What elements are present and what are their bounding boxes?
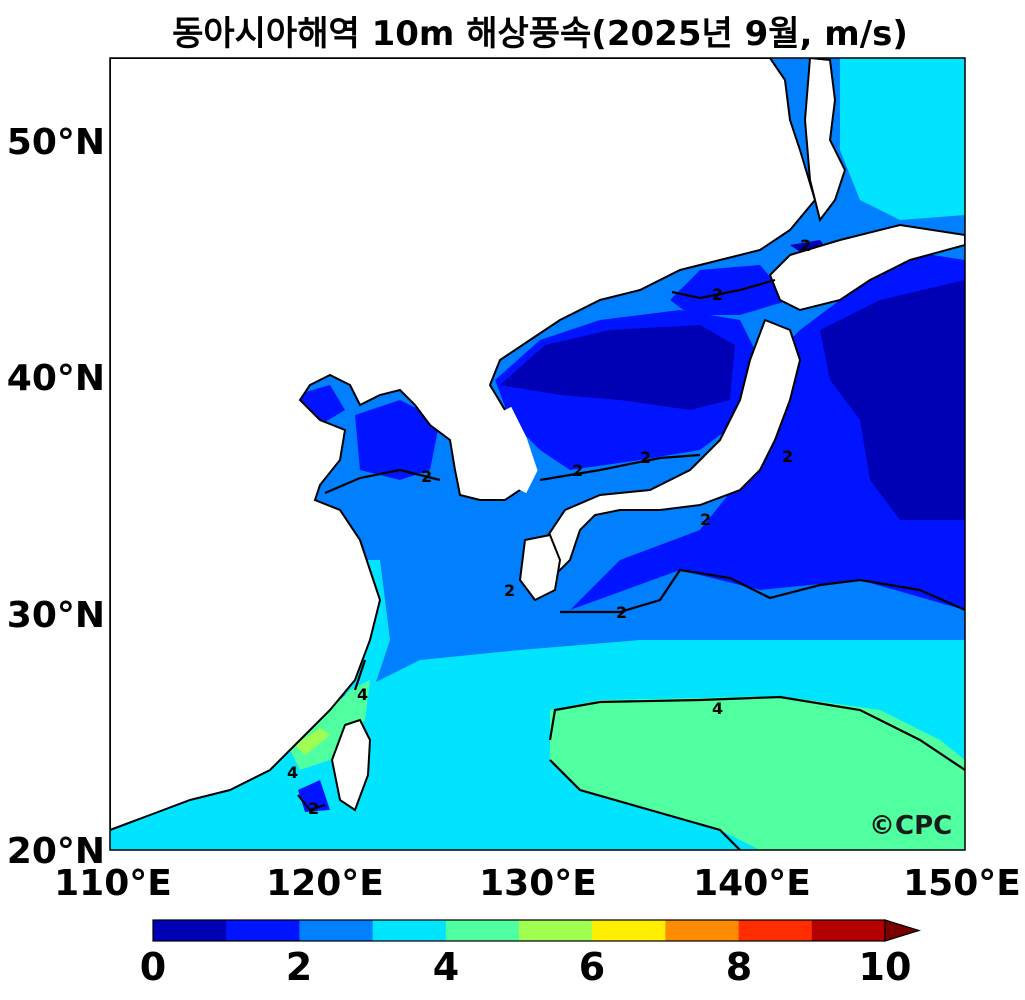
- colorbar-segments: [153, 919, 922, 942]
- colorbar-tick-4: 4: [432, 945, 460, 989]
- contour-label: 4: [712, 699, 723, 718]
- contour-2-pacific: [560, 568, 965, 614]
- wind-band-blue-north: [670, 265, 790, 315]
- lon-label-150e: 150°E: [903, 863, 1021, 904]
- contour-lines: [297, 278, 965, 850]
- contour-2-korea: [539, 453, 701, 482]
- landmass: [110, 58, 965, 832]
- contour-2-taiwan: [297, 794, 326, 812]
- colorbar-tick-2: 2: [285, 945, 313, 989]
- lat-label-20n: 20°N: [6, 831, 105, 872]
- colorbar-segment: [372, 920, 447, 941]
- lon-label-140e: 140°E: [693, 863, 811, 904]
- colorbar-segment: [592, 920, 666, 941]
- colorbar-tick-6: 6: [578, 945, 606, 989]
- map-field: 2 2 2 2 2 2 2 2 2 2 4 4 4 ©CPC: [110, 58, 965, 850]
- colorbar-segment: [445, 920, 520, 941]
- colorbar-segment: [738, 920, 813, 941]
- lat-label-30n: 30°N: [6, 595, 105, 636]
- contour-label: 2: [712, 285, 723, 304]
- colorbar-extend-arrow: [884, 919, 922, 942]
- contour-2-north: [671, 278, 776, 300]
- wind-band-cyan-north: [840, 58, 965, 220]
- wind-band-lime: [295, 728, 330, 755]
- contour-4-strait: [353, 659, 367, 691]
- colorbar-segment: [153, 920, 227, 941]
- contour-label: 2: [700, 510, 711, 529]
- contour-label: 2: [800, 236, 811, 255]
- cpc-watermark: ©CPC: [869, 811, 952, 841]
- coastal-mask: [498, 406, 538, 494]
- contour-label: 2: [616, 603, 627, 622]
- colorbar-segment: [665, 920, 740, 941]
- wind-band-darkblue-east: [820, 280, 965, 520]
- colorbar-tick-0: 0: [139, 945, 167, 989]
- map-frame: [109, 57, 966, 851]
- lat-label-40n: 40°N: [6, 358, 105, 399]
- colorbar-segment: [811, 920, 886, 941]
- contour-label: 2: [504, 581, 515, 600]
- contour-label: 2: [572, 461, 583, 480]
- colorbar-frame: [152, 919, 886, 942]
- lon-label-120e: 120°E: [266, 863, 384, 904]
- colorbar-segment: [299, 920, 374, 941]
- wind-band-darkblue-eastsea: [500, 325, 735, 410]
- colorbar-tick-8: 8: [725, 945, 753, 989]
- contour-4-upper: [548, 695, 965, 771]
- map-title: 동아시아해역 10m 해상풍속(2025년 9월, m/s): [172, 14, 908, 54]
- contour-label: 2: [640, 448, 651, 467]
- lon-label-110e: 110°E: [54, 863, 172, 904]
- wind-band-blue-yellowsea: [355, 400, 440, 480]
- contour-2-yellowsea: [324, 468, 441, 495]
- contour-label: 2: [782, 447, 793, 466]
- contour-label: 4: [287, 763, 298, 782]
- contour-4-lower: [549, 759, 741, 850]
- colorbar-segment: [519, 920, 593, 941]
- colorbar-segment: [226, 920, 300, 941]
- contour-label: 4: [357, 685, 368, 704]
- lat-label-50n: 50°N: [6, 122, 105, 163]
- wind-band-green: [550, 696, 965, 850]
- contour-label: 2: [421, 467, 432, 486]
- contour-label: 2: [308, 799, 319, 818]
- colorbar-tick-10: 10: [858, 945, 912, 989]
- lon-label-130e: 130°E: [479, 863, 597, 904]
